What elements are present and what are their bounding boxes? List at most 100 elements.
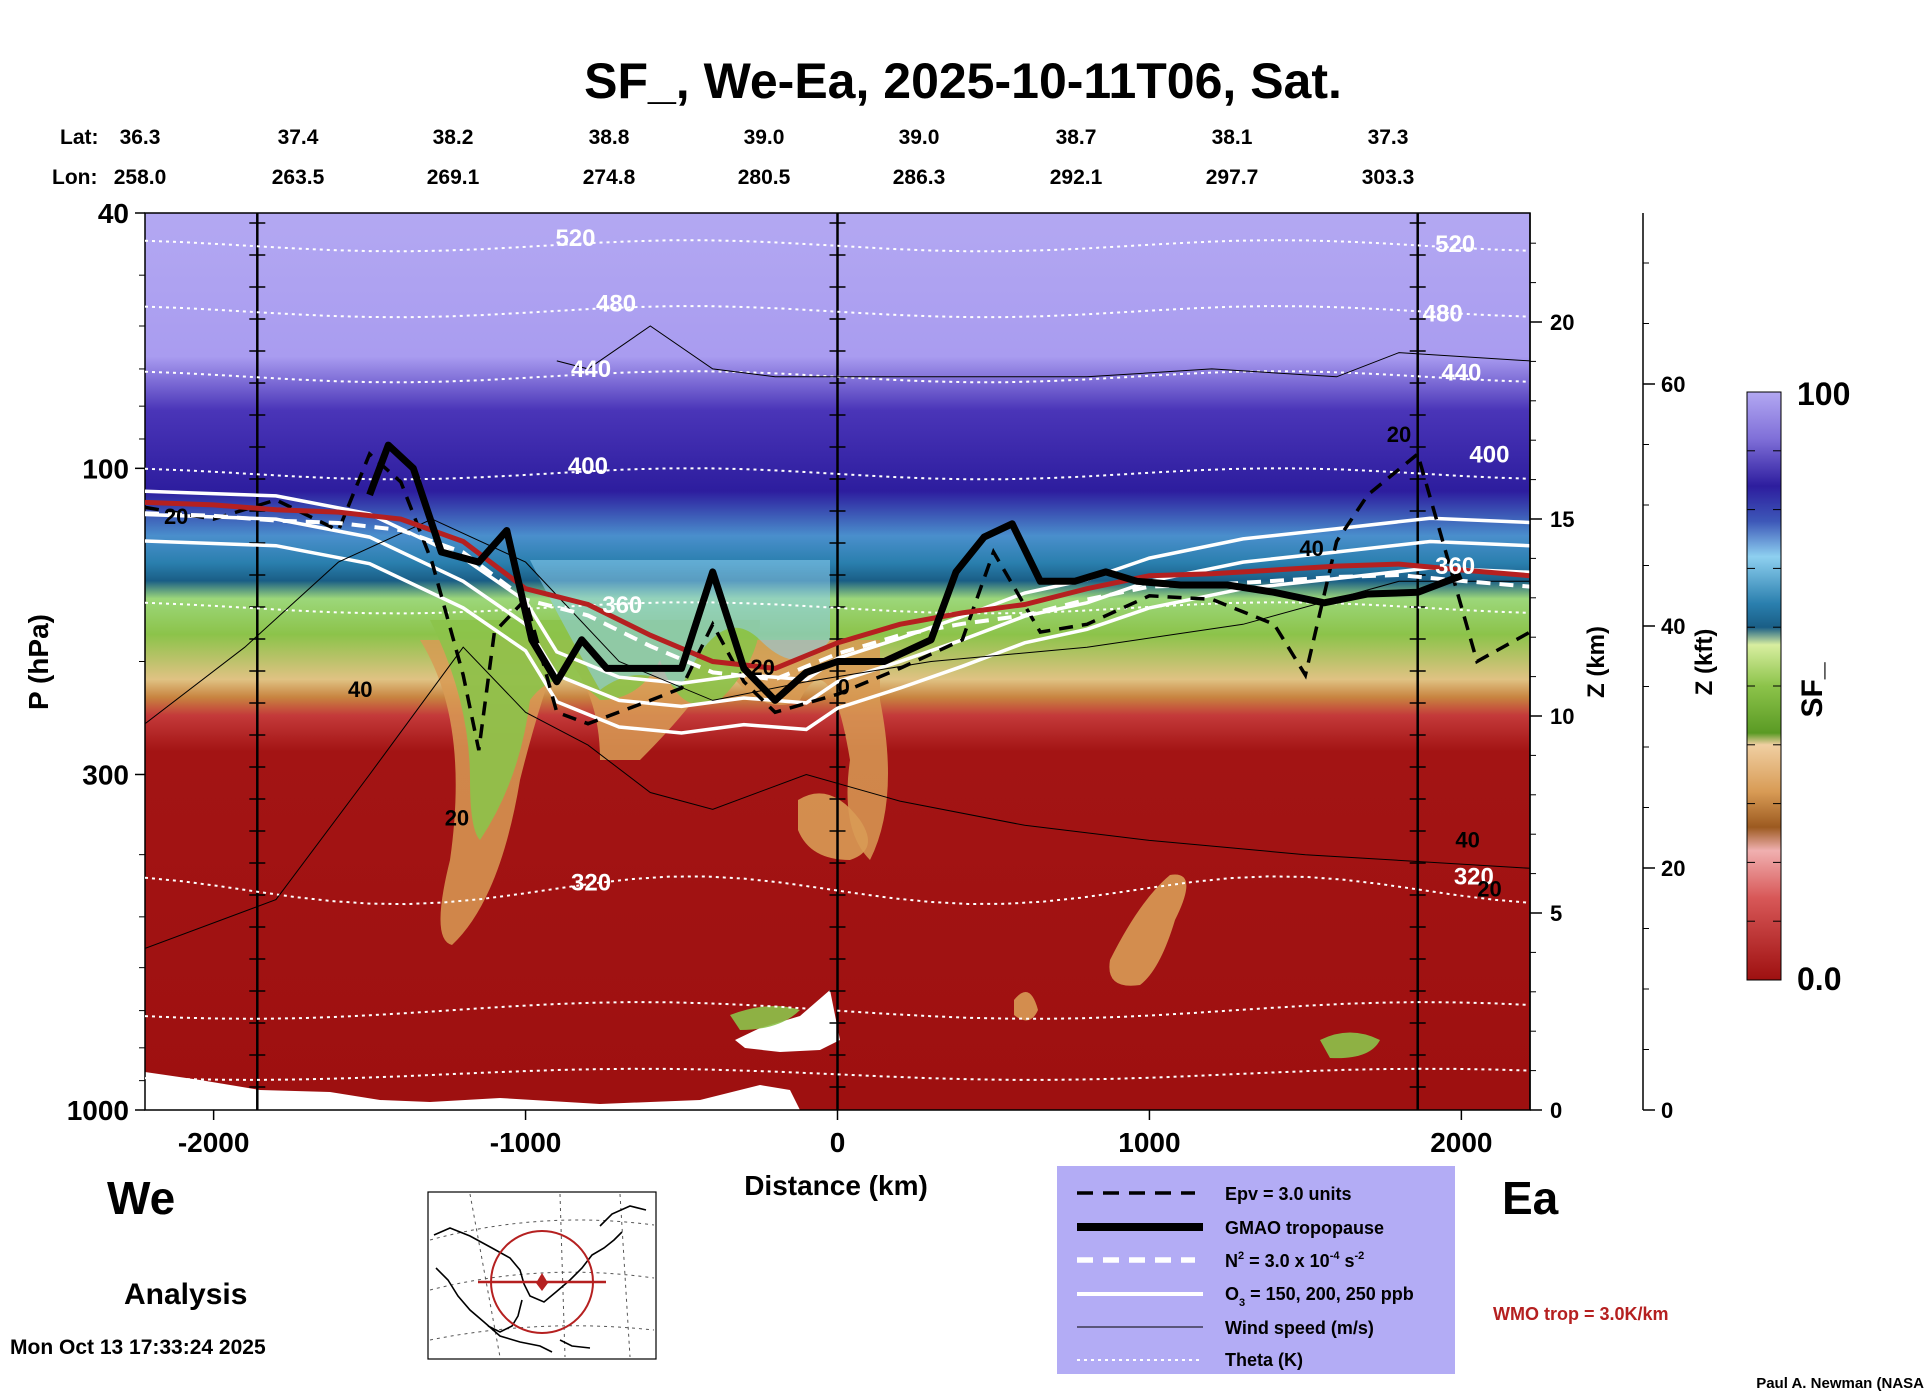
x-tick-label: -2000 [178, 1127, 250, 1158]
theta-label: 320 [571, 870, 611, 897]
green-blob-right [1320, 1032, 1380, 1059]
x-tick-label: 0 [830, 1127, 846, 1158]
theta-label: 440 [1441, 360, 1481, 387]
wind-label: 0 [838, 674, 850, 699]
theta-isentrope [145, 1001, 1530, 1020]
inset-graticule [429, 1193, 655, 1358]
tan-blob-small [1014, 992, 1038, 1021]
lat-value: 37.4 [278, 126, 319, 149]
z-kft-tick-label: 0 [1661, 1098, 1673, 1123]
z-km-tick-label: 20 [1550, 310, 1574, 335]
ozone-contour [145, 512, 1530, 709]
analysis-label: Analysis [124, 1278, 247, 1311]
theta-label: 320 [1454, 863, 1494, 890]
theta-isentrope [145, 875, 1530, 906]
p-tick-label: 300 [82, 759, 129, 790]
surface-mask-2 [735, 990, 840, 1052]
z-kft-tick-label: 40 [1661, 614, 1685, 639]
p-tick-label: 100 [82, 453, 129, 484]
z-kft-axis-title: Z (kft) [1691, 629, 1718, 696]
z-kft-axis: 0 20 40 60 [1642, 213, 1685, 1123]
x-tick-label: 2000 [1430, 1127, 1492, 1158]
lon-value: 280.5 [738, 166, 791, 189]
theta-label: 360 [1435, 553, 1475, 580]
legend-theta-label: Theta (K) [1225, 1350, 1303, 1370]
wind-label: 20 [445, 805, 469, 830]
theta-isentrope [145, 601, 1530, 615]
wind-label: 20 [750, 655, 774, 680]
z-km-axis: 0 5 10 15 20 [1529, 213, 1574, 1123]
gmao-tropopause-line [366, 441, 1463, 704]
colorbar-min-label: 0.0 [1797, 961, 1841, 997]
x-axis: -2000 -1000 0 1000 2000 [178, 1110, 1493, 1158]
colorbar-title: SF_ [1796, 662, 1829, 717]
wmo-tropopause-line [145, 499, 1530, 671]
x-tick-label: -1000 [490, 1127, 562, 1158]
contour-labels: 5204804404003603205204804404003603202040… [164, 225, 1510, 902]
timestamp: Mon Oct 13 17:33:24 2025 [10, 1336, 266, 1359]
wind-label: 20 [1477, 877, 1501, 902]
lon-value: 258.0 [114, 166, 167, 189]
chart-title: SF_, We-Ea, 2025-10-11T06, Sat. [584, 53, 1342, 109]
legend-wind-label: Wind speed (m/s) [1225, 1318, 1374, 1338]
lon-value: 286.3 [893, 166, 946, 189]
credit: Paul A. Newman (NASA [1756, 1375, 1924, 1392]
x-axis-title: Distance (km) [744, 1170, 928, 1201]
east-label: Ea [1502, 1172, 1559, 1224]
field-features [420, 560, 1380, 1059]
lat-value: 38.8 [589, 126, 630, 149]
lon-value: 274.8 [583, 166, 636, 189]
z-km-tick-label: 10 [1550, 704, 1574, 729]
colorbar-ticks [1747, 391, 1781, 981]
light-blue-patch [530, 560, 830, 690]
z-km-axis-title: Z (km) [1583, 626, 1610, 698]
lon-value: 303.3 [1362, 166, 1415, 189]
z-kft-tick-label: 60 [1661, 372, 1685, 397]
legend-gmao-label: GMAO tropopause [1225, 1218, 1384, 1238]
lat-value: 38.7 [1056, 126, 1097, 149]
inset-center-marker [536, 1273, 548, 1291]
theta-label: 360 [602, 592, 642, 619]
lat-value: 38.1 [1212, 126, 1253, 149]
wmo-note: WMO trop = 3.0K/km [1493, 1304, 1669, 1324]
lat-label: Lat: [60, 126, 99, 149]
x-tick-label: 1000 [1118, 1127, 1180, 1158]
theta-label: 520 [555, 225, 595, 252]
lon-value: 269.1 [427, 166, 480, 189]
theta-isentrope [145, 305, 1530, 319]
lat-value: 37.3 [1368, 126, 1409, 149]
p-axis-title: P (hPa) [23, 614, 54, 710]
theta-label: 480 [596, 291, 636, 318]
lon-value: 292.1 [1050, 166, 1103, 189]
theta-label: 440 [571, 356, 611, 383]
wind-contour [145, 646, 1530, 949]
tan-blob-center [798, 793, 868, 860]
epv-line [145, 450, 1530, 751]
lon-label: Lon: [52, 166, 97, 189]
p-tick-label: 1000 [67, 1095, 129, 1126]
lat-value: 39.0 [899, 126, 940, 149]
green-blob-surface [730, 1006, 800, 1030]
p-tick-label: 40 [98, 198, 129, 229]
z-km-tick-label: 0 [1550, 1098, 1562, 1123]
z-km-tick-label: 15 [1550, 507, 1574, 532]
wind-label: 40 [1299, 536, 1323, 561]
z-km-tick-label: 5 [1550, 901, 1562, 926]
theta-label: 400 [568, 453, 608, 480]
colorbar-max-label: 100 [1797, 376, 1850, 412]
wind-label: 40 [348, 677, 372, 702]
wind-label: 20 [1387, 422, 1411, 447]
lat-value: 38.2 [433, 126, 474, 149]
z-kft-tick-label: 20 [1661, 856, 1685, 881]
tan-intrusion [420, 640, 888, 945]
pressure-axis: 40 100 300 1000 [67, 198, 145, 1126]
lat-value: 36.3 [120, 126, 161, 149]
inset-coastline [433, 1205, 647, 1353]
legend-o3-label: O3 = 150, 200, 250 ppb [1225, 1284, 1414, 1309]
tan-blob-mid [1109, 874, 1187, 986]
legend: Epv = 3.0 units GMAO tropopause N2 = 3.0… [1057, 1166, 1455, 1374]
theta-label: 480 [1423, 300, 1463, 327]
theta-isentrope [145, 239, 1530, 253]
west-label: We [107, 1172, 175, 1224]
